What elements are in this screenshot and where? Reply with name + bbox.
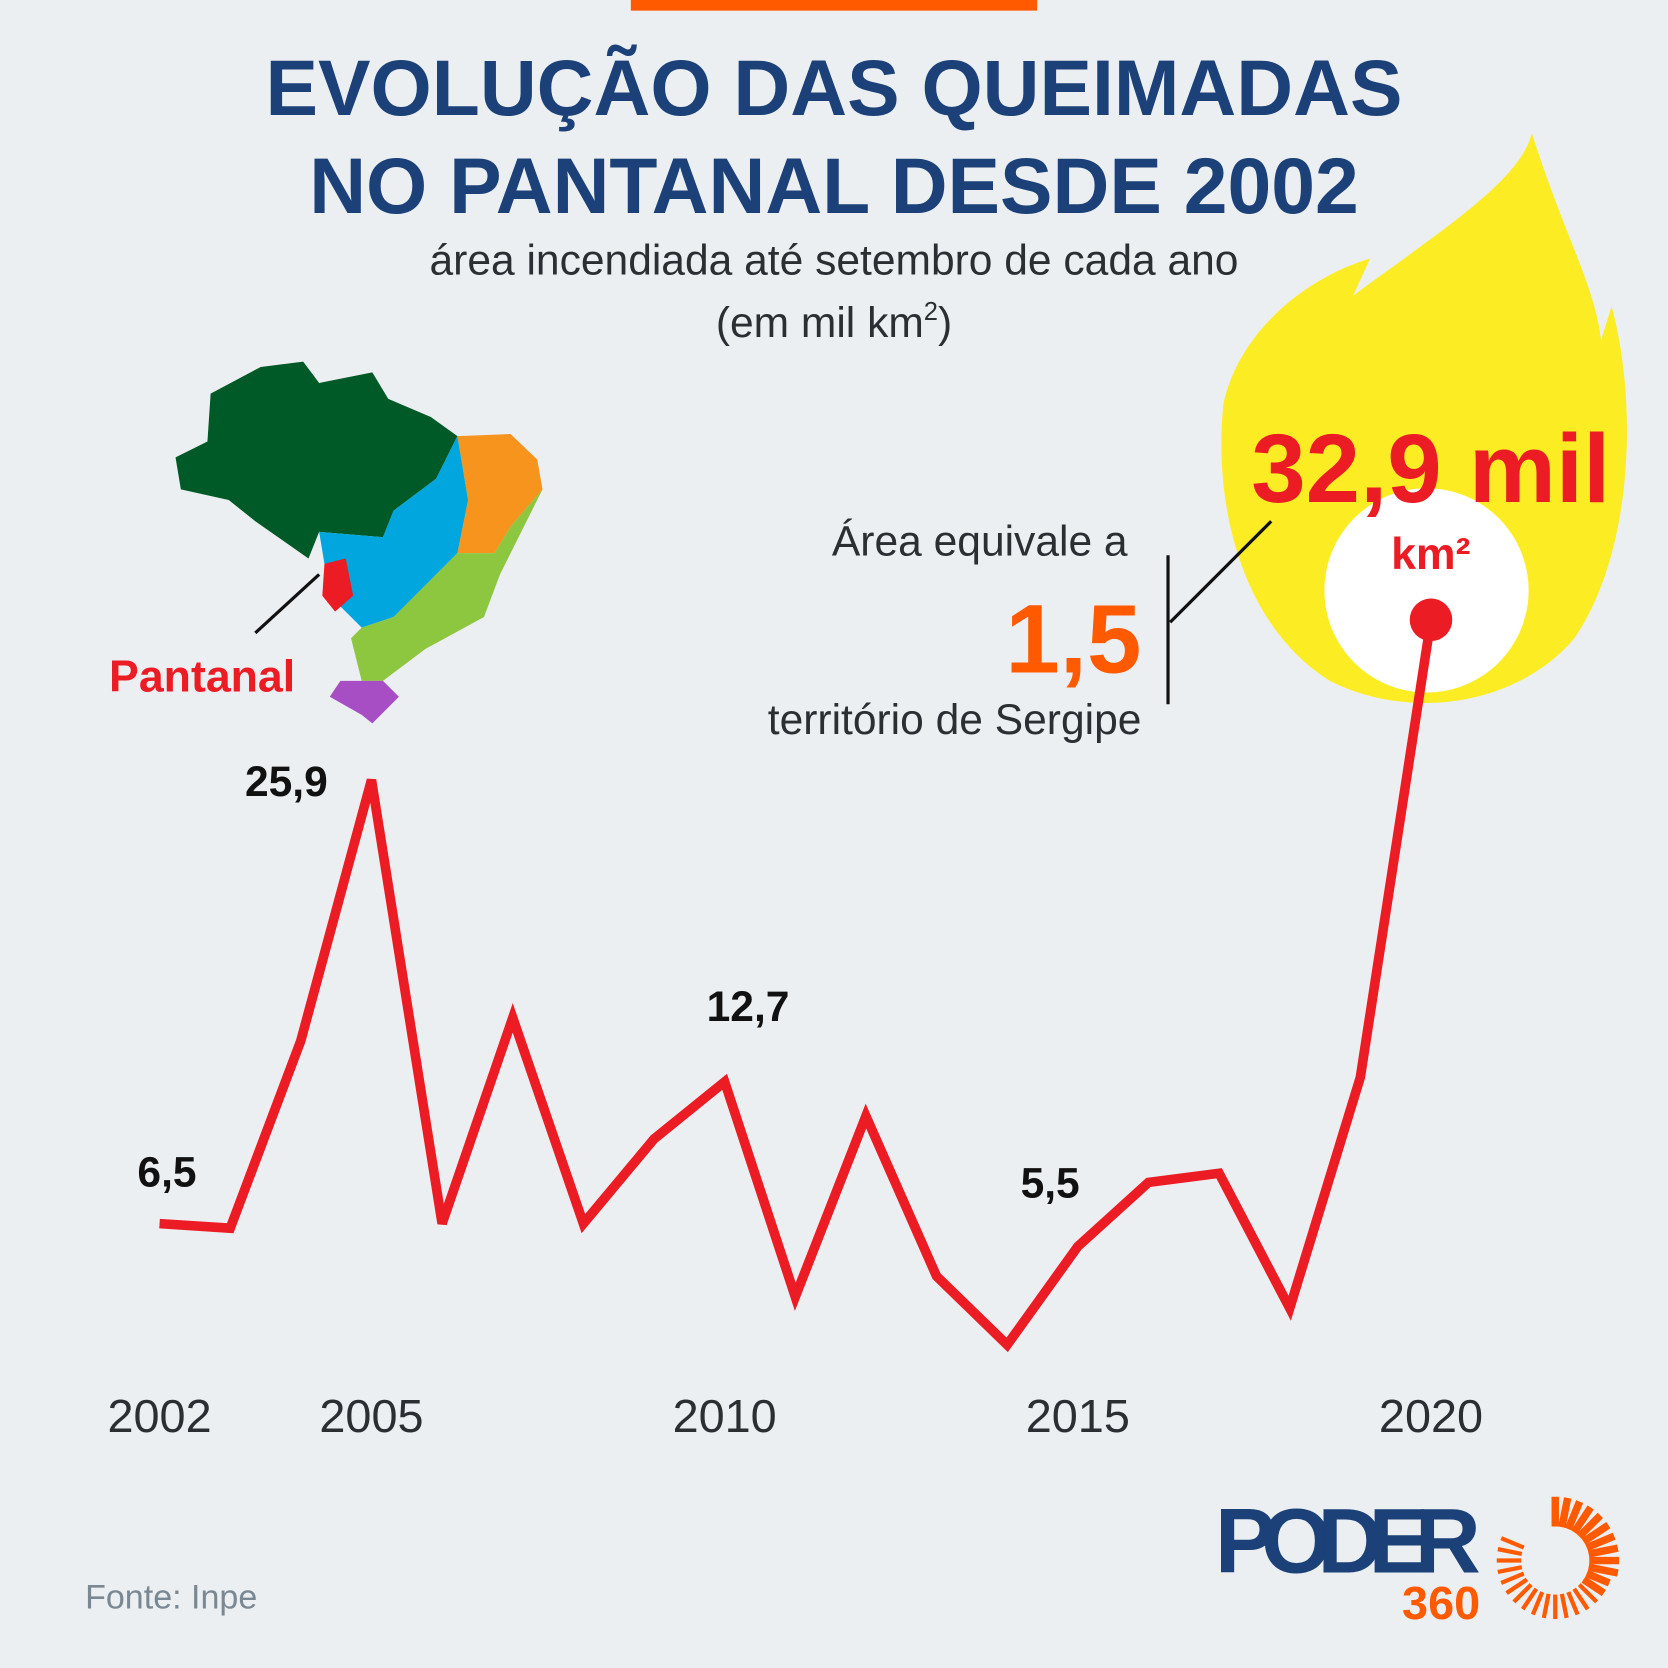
sun-ray: [1581, 1576, 1606, 1597]
region-north: [175, 361, 458, 559]
source-note: Fonte: Inpe: [85, 1578, 257, 1616]
sun-ray: [1512, 1583, 1533, 1604]
x-tick-2010: 2010: [673, 1390, 777, 1442]
sun-ray: [1530, 1591, 1545, 1616]
area-compare-value: 1,5: [1005, 583, 1141, 693]
sun-ray: [1500, 1571, 1525, 1585]
x-tick-2005: 2005: [319, 1390, 423, 1442]
pantanal-region: [322, 558, 354, 612]
sun-ray: [1497, 1565, 1523, 1575]
sun-ray: [1572, 1587, 1590, 1611]
region-south: [329, 680, 399, 724]
area-compare-outro: território de Sergipe: [768, 696, 1142, 744]
subtitle-line-1: área incendiada até setembro de cada ano: [430, 236, 1239, 284]
flame-icon: [1221, 132, 1627, 703]
pantanal-label: Pantanal: [109, 652, 295, 701]
brazil-map: [175, 361, 543, 724]
sun-ray: [1520, 1587, 1539, 1611]
sun-ray: [1558, 1497, 1572, 1528]
sun-ray: [1577, 1583, 1599, 1604]
callout-line: [1169, 520, 1273, 624]
sun-ray: [1500, 1536, 1525, 1550]
sun-ray: [1564, 1500, 1584, 1531]
logo-sun-icon: [1496, 1496, 1620, 1620]
sun-ray: [1587, 1544, 1619, 1558]
sun-ray: [1571, 1505, 1594, 1535]
top-accent-bar: [630, 0, 1038, 11]
x-tick-2020: 2020: [1379, 1390, 1483, 1442]
sun-ray: [1585, 1532, 1616, 1551]
logo-sub: 360: [1402, 1577, 1480, 1629]
line-chart: 2002 2005 2010 2015 2020 6,5 25,9 12,7 5,5: [108, 598, 1483, 1442]
flame-core: [1324, 488, 1529, 693]
sun-ray: [1541, 1593, 1551, 1619]
title-line-2: NO PANTANAL DESDE 2002: [309, 142, 1359, 230]
sun-ray: [1581, 1522, 1611, 1545]
sun-ray: [1587, 1563, 1619, 1577]
data-point-2020: [1409, 598, 1453, 642]
sun-ray: [1497, 1547, 1523, 1557]
x-tick-2002: 2002: [108, 1390, 212, 1442]
data-label-2005: 25,9: [245, 758, 328, 806]
sun-ray: [1505, 1577, 1529, 1595]
subtitle-line-2: (em mil km2): [716, 298, 952, 347]
data-label-2010: 12,7: [707, 983, 790, 1031]
data-label-2002: 6,5: [137, 1148, 196, 1196]
pantanal-pointer: [254, 573, 321, 635]
poder360-logo: PODER 360: [1215, 1490, 1620, 1629]
logo-text: PODER: [1215, 1490, 1481, 1592]
sun-ray: [1559, 1593, 1569, 1619]
sun-ray: [1585, 1570, 1611, 1587]
highlight-value: 32,9 mil: [1251, 413, 1610, 523]
region-southeast: [351, 489, 543, 681]
region-northeast: [457, 434, 543, 554]
x-tick-2015: 2015: [1026, 1390, 1130, 1442]
sun-ray: [1566, 1591, 1580, 1616]
data-label-2015: 5,5: [1021, 1160, 1080, 1208]
area-compare-intro: Área equivale a: [832, 517, 1128, 565]
highlight-unit: km²: [1391, 530, 1470, 579]
title-line-1: EVOLUÇÃO DAS QUEIMADAS: [266, 44, 1403, 132]
sun-ray: [1576, 1512, 1604, 1540]
